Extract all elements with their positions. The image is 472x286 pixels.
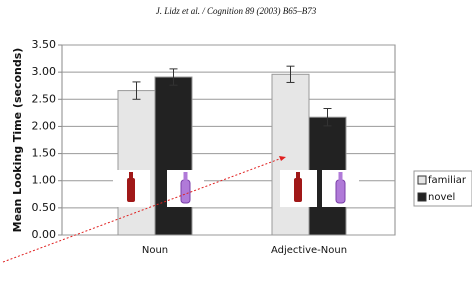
y-axis-label: Mean Looking Time (seconds)	[11, 48, 24, 233]
y-tick-label: 2.00	[32, 119, 57, 132]
y-tick-label: 0.00	[32, 228, 57, 241]
legend-label: familiar	[428, 175, 467, 186]
legend-swatch	[418, 176, 426, 184]
legend-swatch	[418, 193, 426, 201]
bar	[155, 77, 192, 235]
y-tick-label: 0.50	[32, 201, 57, 214]
y-tick-label: 3.50	[32, 38, 57, 51]
x-tick-label: Noun	[142, 245, 168, 256]
y-tick-label: 1.00	[32, 174, 57, 187]
running-header: J. Lidz et al. / Cognition 89 (2003) B65…	[156, 6, 317, 16]
y-tick-label: 3.00	[32, 65, 57, 78]
bar	[118, 91, 155, 235]
bar	[272, 74, 309, 235]
y-tick-label: 1.50	[32, 147, 57, 160]
page: J. Lidz et al. / Cognition 89 (2003) B65…	[0, 0, 472, 286]
legend-label: novel	[428, 192, 455, 203]
x-tick-label: Adjective-Noun	[271, 245, 347, 256]
y-tick-label: 2.50	[32, 92, 57, 105]
